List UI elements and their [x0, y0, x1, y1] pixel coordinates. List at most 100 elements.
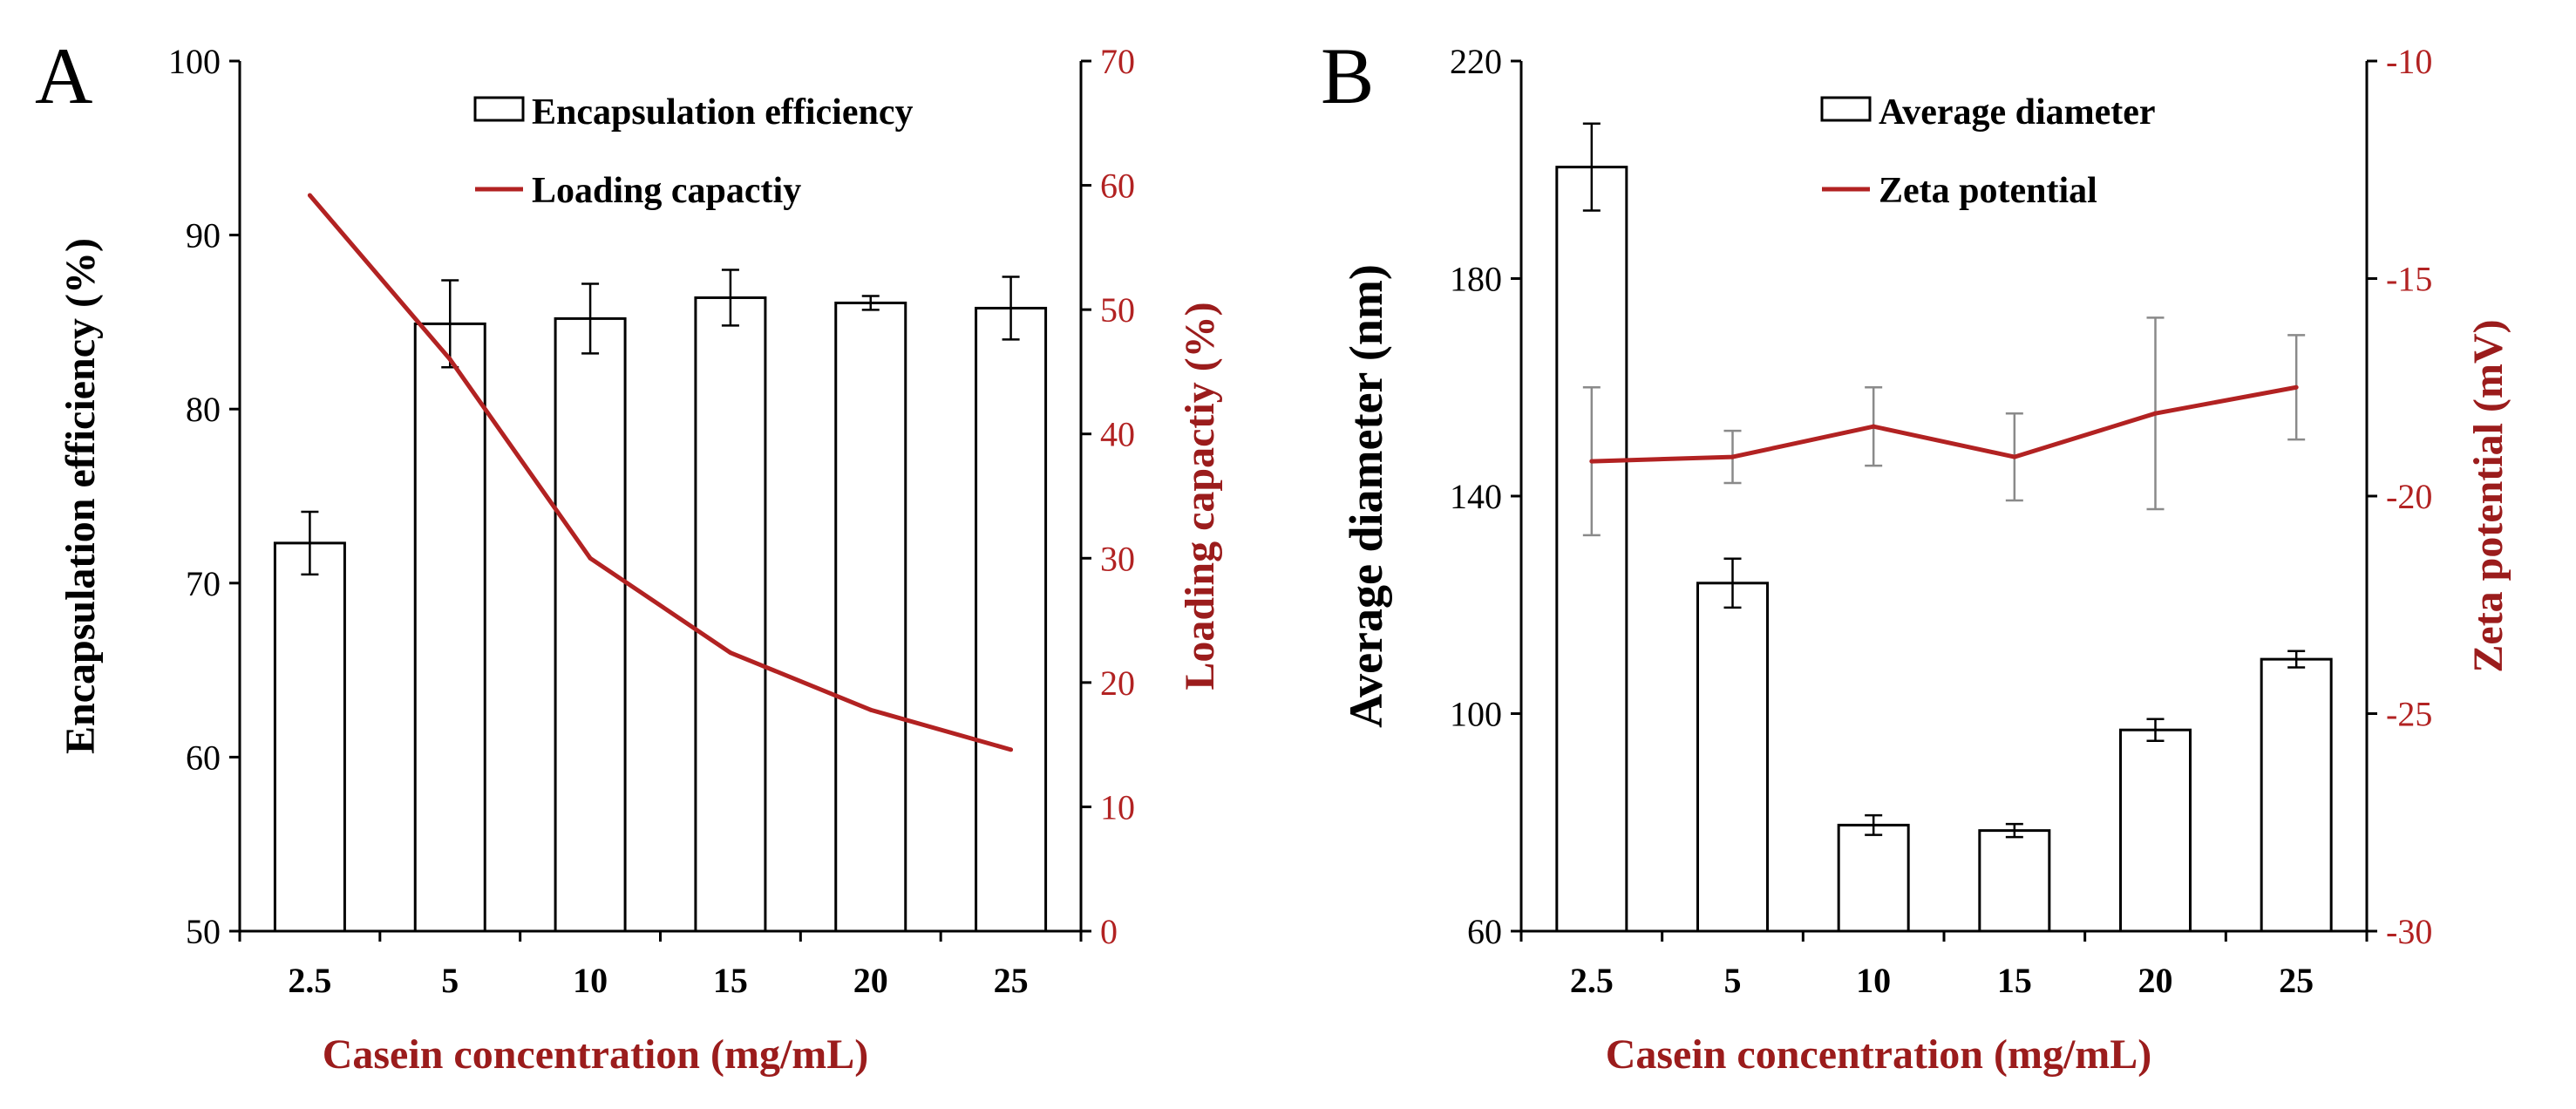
panel-a-bar-errorbar-6: [1002, 276, 1020, 341]
panel-a-right-tick-label: 50: [1100, 290, 1135, 330]
panel-a-legend-bar-label: Encapsulation efficiency: [532, 92, 914, 133]
panel-a-right-tick-label: 0: [1100, 912, 1118, 951]
panel-a-x-tick-label: 20: [853, 961, 888, 1000]
panel-a-right-tick-label: 70: [1100, 42, 1135, 81]
panel-a-right-tick-label: 60: [1100, 167, 1135, 206]
panel-a-right-axis-title: Loading capactiy (%): [1177, 302, 1223, 690]
panel-b-bar-errorbar-4: [2005, 822, 2023, 839]
panel-b-bar-errorbar-3: [1865, 813, 1883, 836]
panel-a-left-tick-label: 70: [186, 564, 221, 603]
panel-a-left-tick-label: 100: [168, 42, 221, 81]
panel-a-bar-1: [273, 541, 346, 933]
panel-a-left-axis-title: Encapsulation efficiency (%): [58, 238, 104, 754]
panel-b-line-point-3: [1871, 424, 1876, 429]
panel-b-legend-line-label: Zeta potential: [1879, 171, 2097, 211]
panel-a-line: [307, 193, 1014, 752]
panel-b-x-tick-label: 10: [1856, 961, 1891, 1000]
panel-b-bar-6: [2260, 657, 2333, 933]
panel-a-x-tick-label: 15: [713, 961, 748, 1000]
panel-b-line: [1582, 316, 2306, 537]
panel-a-left-tick-label: 80: [186, 390, 221, 429]
panel-b-left-tick-label: 60: [1467, 912, 1502, 951]
panel-a-legend-line-label: Loading capactiy: [532, 171, 801, 211]
panel-a-line-point-5: [868, 707, 873, 712]
panel-b-bar-5: [2119, 728, 2192, 933]
panel-a-x-tick-label: 25: [994, 961, 1029, 1000]
panel-a-bar-errorbar-4: [721, 269, 739, 327]
panel-b-bar-errorbars: [1582, 122, 2306, 839]
panel-b-series-line: [1591, 384, 2297, 464]
panel-a-bar-errorbar-3: [581, 282, 600, 355]
panel-b-left-tick-label: 140: [1450, 477, 1502, 516]
panel-a-bars: [273, 296, 1048, 933]
panel-b-axes: [1511, 59, 2377, 942]
panel-a-bar-errorbars: [301, 269, 1020, 576]
panel-b-bar-3: [1837, 823, 1910, 933]
panel-b-right-tick-label: -30: [2386, 912, 2432, 951]
panel-b-right-axis-title: Zeta potential (mV): [2465, 319, 2511, 672]
panel-b-x-tick-label: 5: [1724, 961, 1742, 1000]
panel-a-right-tick-label: 20: [1100, 663, 1135, 703]
panel-b-right-tick-label: -10: [2386, 42, 2432, 81]
panel-b-bar-2: [1696, 582, 1769, 933]
panel-b-line-point-1: [1589, 459, 1594, 464]
panel-b-right-tick-label: -20: [2386, 477, 2432, 516]
panel-a-axes: [229, 59, 1091, 942]
panel-b-line-point-5: [2153, 411, 2158, 416]
panel-b-left-tick-label: 100: [1450, 695, 1502, 734]
panel-b-line-point-6: [2294, 384, 2299, 390]
panel-a-legend-bar-swatch: [473, 96, 525, 122]
panel-a-bar-errorbar-5: [861, 295, 880, 311]
panel-b-x-axis-title: Casein concentration (mg/mL): [1606, 1031, 2152, 1078]
panel-b-legend-bar-label: Average diameter: [1879, 92, 2156, 133]
panel-a-bar-5: [834, 301, 907, 933]
panel-a-bar-2: [413, 322, 486, 933]
panel-b-bar-4: [1978, 829, 2051, 933]
panel-b-x-tick-label: 15: [1997, 961, 2032, 1000]
panel-b-line-point-4: [2012, 454, 2017, 459]
panel-b-bar-errorbar-6: [2287, 650, 2306, 669]
panel-a-line-point-1: [307, 193, 312, 198]
panel-a-bar-3: [554, 316, 627, 933]
panel-b-legend: Average diameter Zeta potential: [1820, 92, 2156, 211]
panel-b-label: B: [1321, 31, 1374, 120]
panel-b-right-tick-label: -15: [2386, 260, 2432, 299]
panel-b-tick-labels: 60 100 140 180 220 -30 -25 -20 -15 -10 2.5 5 10 15 20 2…: [1450, 42, 2432, 1000]
panel-b-x-tick-label: 2.5: [1570, 961, 1614, 1000]
panel-a-right-tick-label: 40: [1100, 415, 1135, 454]
panel-b-line-point-2: [1730, 454, 1735, 459]
panel-b-left-axis-title: Average diameter (nm): [1340, 264, 1392, 728]
panel-b-x-tick-label: 25: [2279, 961, 2314, 1000]
panel-a-line-point-6: [1009, 747, 1014, 752]
panel-a-right-tick-label: 10: [1100, 787, 1135, 827]
panel-a-bar-errorbar-1: [301, 510, 319, 576]
panel-a-tick-labels: 50 60 70 80 90 100 0 10 20 30 40 50 60 70 2.5 5 10 15 20 25: [168, 42, 1135, 1000]
panel-b-bar-errorbar-1: [1582, 122, 1601, 212]
panel-a-bar-6: [975, 306, 1048, 933]
panel-a: A 50 60 70 80 90 100 0 10 20 30 40 50 60 70 2.5 5 10 15 20…: [35, 31, 1223, 1078]
panel-b: B 60 100 140 180 220 -30 -25 -20 -15 -10 2.5 5 10 15 2…: [1321, 31, 2511, 1078]
panel-a-line-point-3: [588, 555, 593, 561]
panel-b-bars: [1555, 166, 2333, 933]
panel-a-x-axis-title: Casein concentration (mg/mL): [323, 1031, 869, 1078]
panel-a-bar-4: [694, 296, 767, 933]
panel-b-right-tick-label: -25: [2386, 695, 2432, 734]
panel-a-left-tick-label: 50: [186, 912, 221, 951]
panel-a-x-tick-label: 2.5: [288, 961, 331, 1000]
panel-b-bar-errorbar-5: [2146, 718, 2165, 742]
panel-a-series-line: [308, 194, 1012, 752]
panel-a-line-point-2: [447, 357, 452, 362]
panel-b-left-tick-label: 220: [1450, 42, 1502, 81]
panel-b-legend-bar-swatch: [1820, 96, 1872, 122]
panel-b-bar-1: [1555, 166, 1628, 933]
panel-a-legend: Encapsulation efficiency Loading capacti…: [473, 92, 914, 211]
panel-a-left-tick-label: 60: [186, 738, 221, 777]
panel-b-bar-errorbar-2: [1723, 557, 1742, 609]
panel-a-line-point-4: [728, 650, 733, 656]
panel-a-right-tick-label: 30: [1100, 539, 1135, 578]
panel-b-x-tick-label: 20: [2138, 961, 2173, 1000]
panel-a-x-tick-label: 10: [573, 961, 608, 1000]
panel-a-label: A: [35, 31, 92, 120]
